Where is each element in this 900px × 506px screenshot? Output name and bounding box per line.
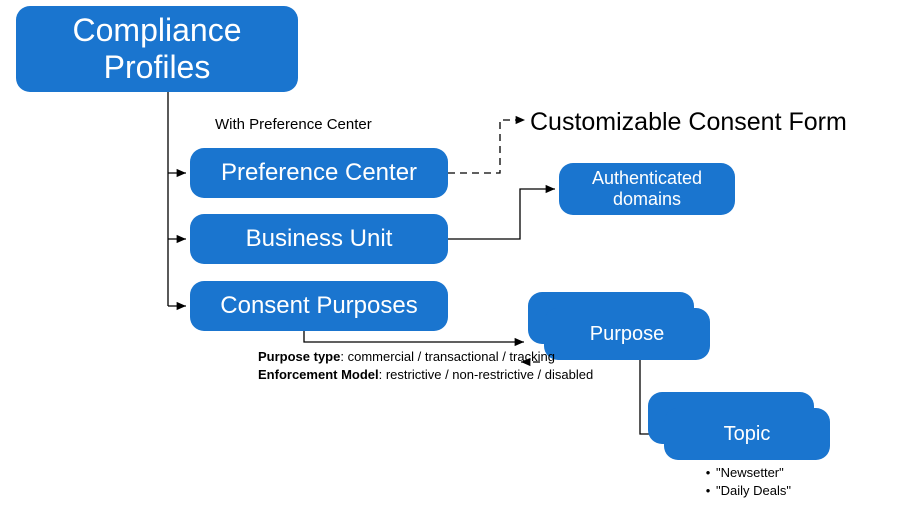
- node-text: Business Unit: [246, 225, 393, 253]
- node-text: Topic: [724, 423, 771, 446]
- topic-examples: "Newsetter""Daily Deals": [700, 464, 791, 500]
- node-text: Consent Purposes: [220, 292, 417, 320]
- node-topic: Topic: [664, 408, 830, 460]
- label-with-preference-center: With Preference Center: [215, 116, 372, 133]
- note-key: Purpose type: [258, 349, 340, 364]
- topic-example-item: "Daily Deals": [700, 482, 791, 500]
- note-val: : restrictive / non-restrictive / disabl…: [379, 367, 594, 382]
- label-customizable-consent-form: Customizable Consent Form: [530, 108, 847, 137]
- topic-example-item: "Newsetter": [700, 464, 791, 482]
- node-text: domains: [613, 189, 681, 209]
- label-text: With Preference Center: [215, 116, 372, 133]
- edge-pref-to-form: [448, 120, 525, 173]
- node-consent-purposes: Consent Purposes: [190, 281, 448, 331]
- node-authenticated-domains: Authenticated domains: [559, 163, 735, 215]
- note-key: Enforcement Model: [258, 367, 379, 382]
- node-text: Authenticated: [592, 168, 702, 188]
- node-compliance-profiles: Compliance Profiles: [16, 6, 298, 92]
- node-text: Compliance: [73, 12, 242, 48]
- edge-bu-to-auth: [448, 189, 555, 239]
- node-business-unit: Business Unit: [190, 214, 448, 264]
- node-text: Purpose: [590, 323, 665, 346]
- label-text: Customizable Consent Form: [530, 108, 847, 136]
- diagram-stage: Compliance Profiles Preference Center Bu…: [0, 0, 900, 506]
- note-val: : commercial / transactional / tracking: [340, 349, 555, 364]
- edge-cp-to-purpose: [304, 331, 524, 342]
- purpose-notes: Purpose type: commercial / transactional…: [258, 348, 593, 383]
- node-preference-center: Preference Center: [190, 148, 448, 198]
- node-text: Profiles: [104, 49, 211, 85]
- node-text: Preference Center: [221, 159, 417, 187]
